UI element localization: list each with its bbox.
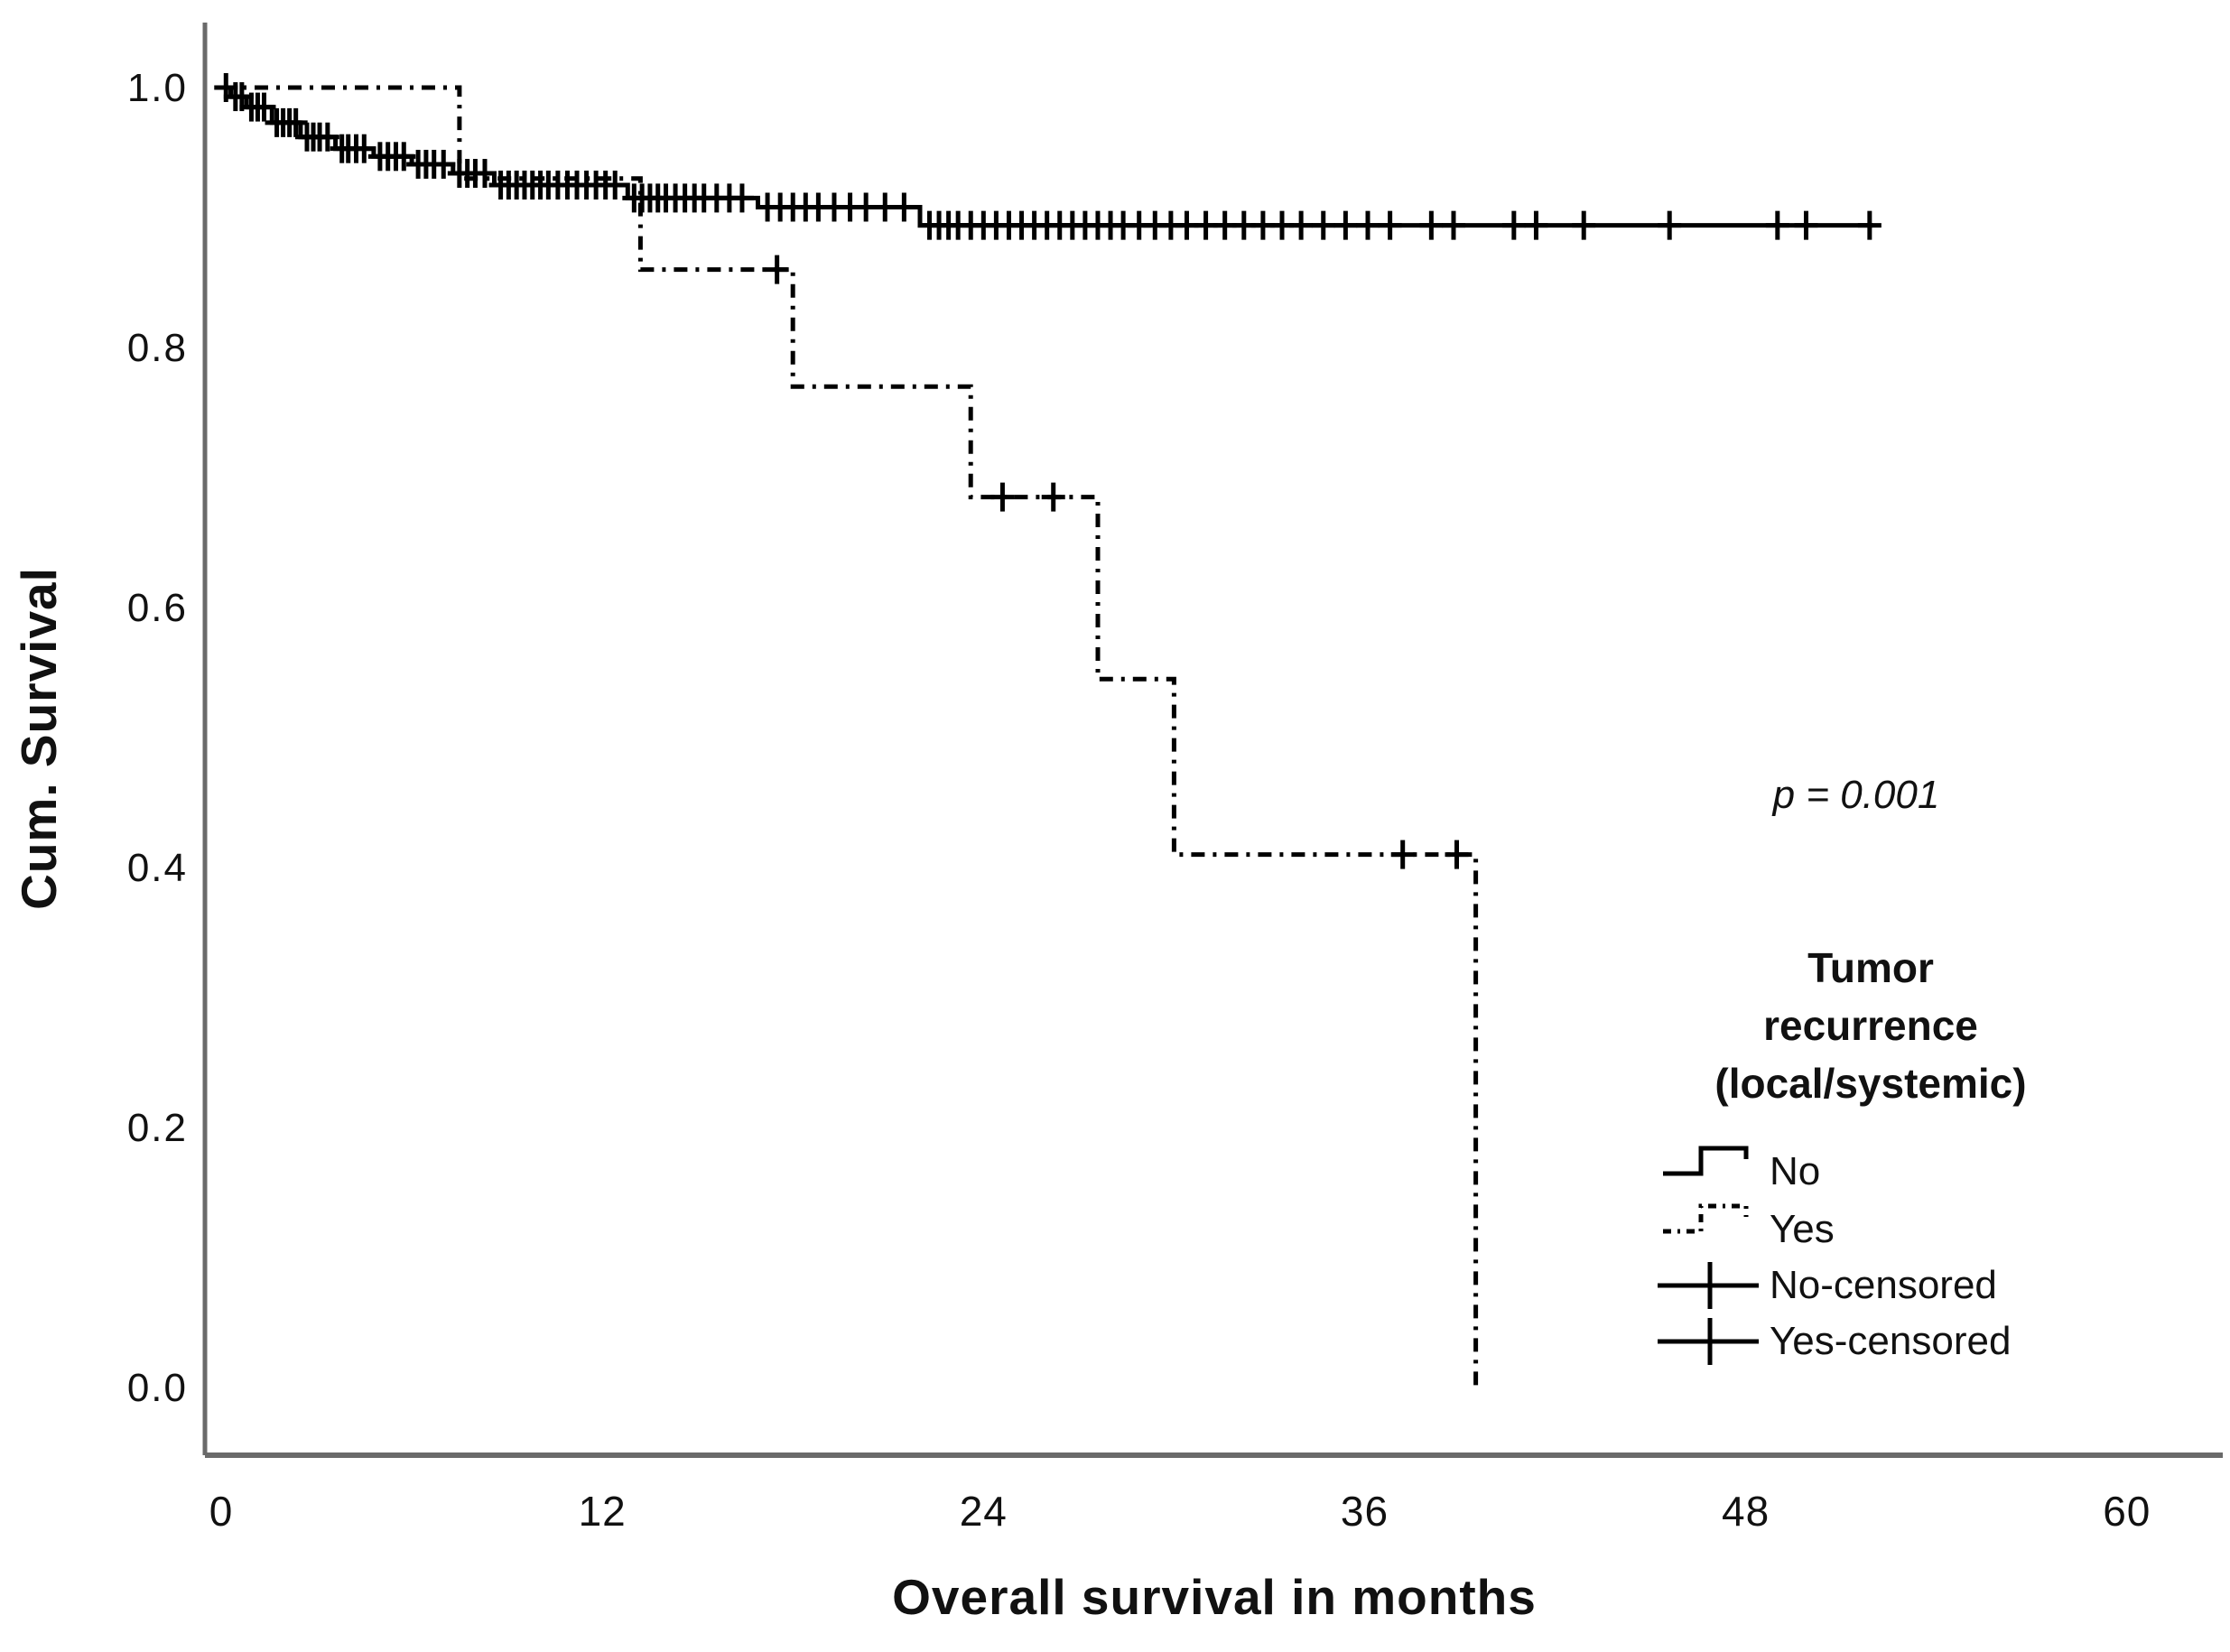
y-axis-title: Cum. Survival [11, 567, 67, 910]
x-axis-tick-labels: 0 12 24 36 48 60 [209, 1488, 2151, 1535]
x-tick-label: 0 [209, 1488, 234, 1535]
y-tick-label: 1.0 [127, 66, 188, 110]
x-tick-label: 48 [1722, 1488, 1770, 1535]
legend-title-line2: recurrence [1763, 1002, 1978, 1049]
y-tick-label: 0.4 [127, 846, 188, 890]
yes-recurrence-curve [221, 85, 1479, 1387]
x-tick-label: 36 [1341, 1488, 1389, 1535]
no-censored-marks [214, 73, 1882, 240]
legend-title-line3: (local/systemic) [1714, 1060, 2026, 1107]
y-tick-label: 0.2 [127, 1106, 188, 1150]
y-tick-label: 0.6 [127, 586, 188, 630]
legend-key-no [1663, 1146, 1749, 1176]
legend: Tumor recurrence (local/systemic) No Yes… [1658, 944, 2027, 1365]
legend-label-no: No [1770, 1149, 1820, 1193]
y-axis-tick-labels: 1.0 0.8 0.6 0.4 0.2 0.0 [127, 66, 188, 1410]
x-axis-title: Overall survival in months [892, 1569, 1537, 1625]
legend-key-yes [1663, 1203, 1749, 1234]
legend-label-yes-censored: Yes-censored [1770, 1319, 2011, 1363]
yes-censored-marks [765, 255, 1469, 869]
y-tick-label: 0.0 [127, 1366, 188, 1410]
legend-label-no-censored: No-censored [1770, 1263, 1997, 1307]
legend-title-line1: Tumor [1807, 944, 1934, 991]
legend-key-symbols [1658, 1146, 1759, 1365]
x-tick-label: 60 [2103, 1488, 2151, 1535]
p-value-annotation: p = 0.001 [1771, 773, 1940, 817]
no-recurrence-curve [221, 85, 1873, 228]
y-tick-label: 0.8 [127, 326, 188, 370]
legend-label-yes: Yes [1770, 1207, 1835, 1251]
axes [202, 23, 2223, 1458]
x-tick-label: 24 [960, 1488, 1008, 1535]
x-tick-label: 12 [579, 1488, 627, 1535]
